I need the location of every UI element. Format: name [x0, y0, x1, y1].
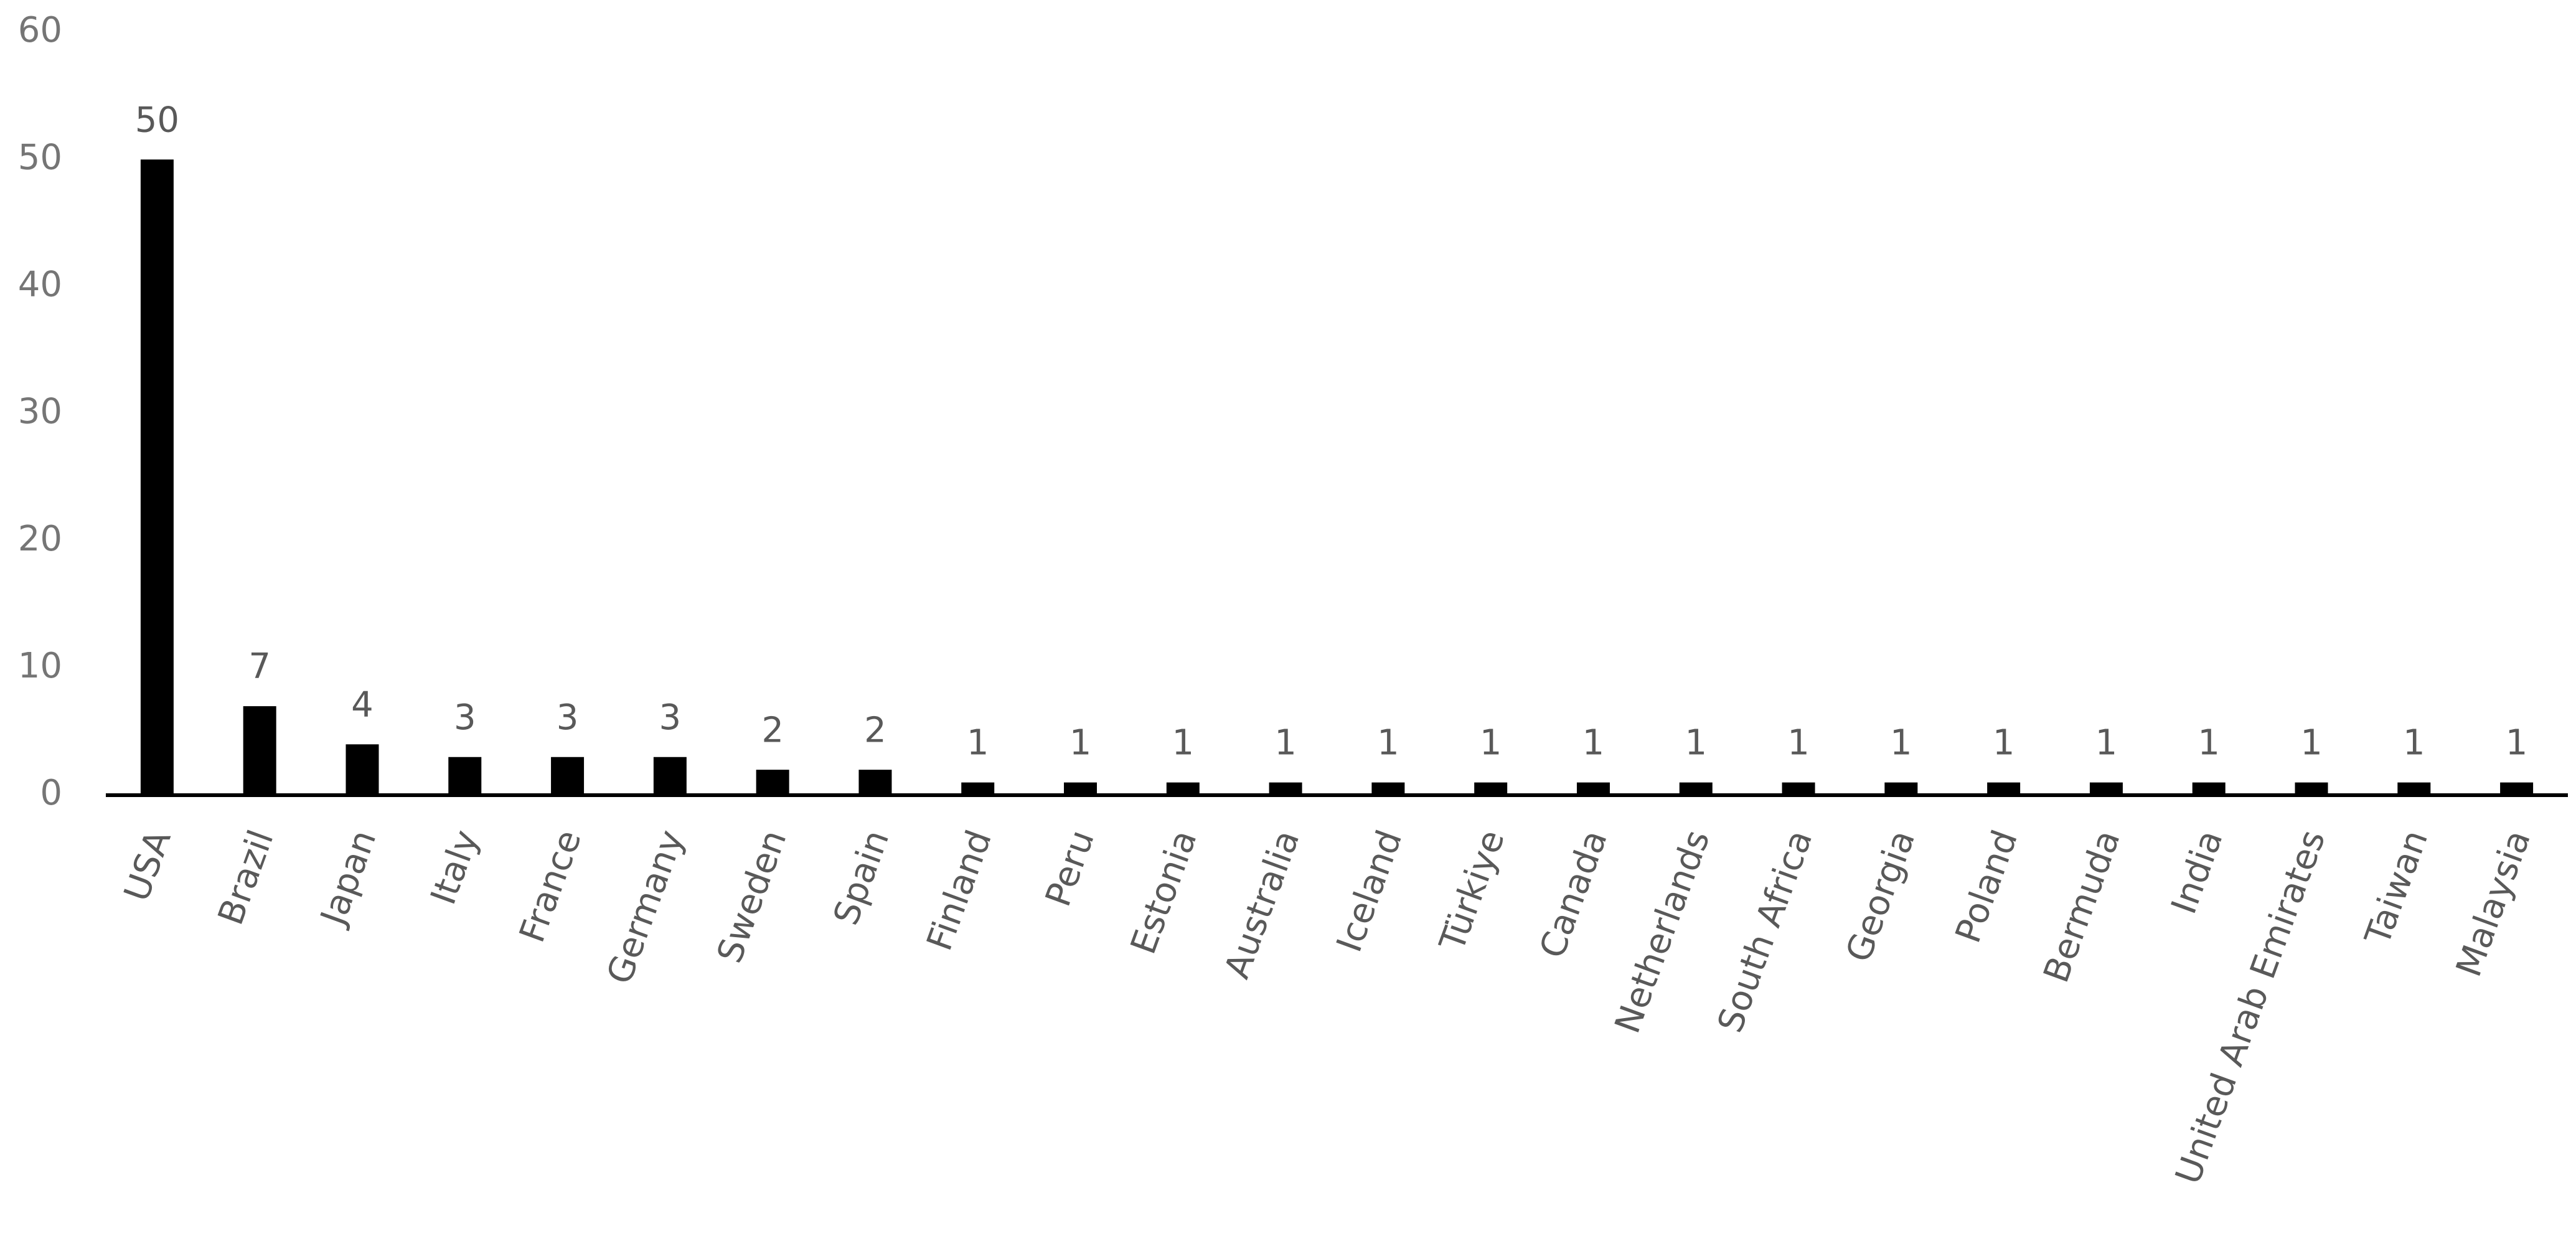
x-tick-label: Italy [423, 825, 487, 910]
bar [2089, 782, 2123, 795]
x-tick-label: Australia [1217, 825, 1308, 984]
value-label: 1 [1172, 723, 1194, 763]
x-tick-label: Japan [313, 825, 385, 932]
value-label: 1 [2506, 723, 2528, 763]
bar [1474, 782, 1508, 795]
bar [756, 770, 789, 795]
value-label: 1 [1582, 723, 1605, 763]
value-label: 2 [864, 710, 886, 750]
value-label: 1 [1377, 723, 1399, 763]
value-label: 1 [1480, 723, 1502, 763]
x-tick-label: Malaysia [2448, 825, 2539, 982]
value-label: 1 [1069, 723, 1092, 763]
y-tick-label: 40 [18, 264, 62, 304]
bar [551, 757, 585, 795]
value-label: 3 [557, 697, 579, 738]
bar [653, 757, 687, 795]
value-label: 1 [1685, 723, 1707, 763]
bar [1884, 782, 1918, 795]
bar [2295, 782, 2328, 795]
value-label: 4 [351, 684, 374, 725]
x-tick-label: Canada [1532, 825, 1615, 963]
x-tick-label: France [512, 825, 590, 948]
value-label: 1 [1274, 723, 1297, 763]
x-tick-label: South Africa [1710, 825, 1820, 1038]
value-label: 50 [135, 100, 179, 140]
bar [1987, 782, 2021, 795]
x-tick-label: Netherlands [1607, 825, 1718, 1039]
y-tick-label: 10 [18, 646, 62, 686]
x-tick-label: Estonia [1123, 825, 1205, 960]
value-label: 1 [1993, 723, 2015, 763]
bar [1269, 782, 1302, 795]
value-label: 3 [454, 697, 476, 738]
x-tick-label: Türkiye [1432, 825, 1513, 957]
bar [2500, 782, 2534, 795]
bar [2397, 782, 2431, 795]
bar [1782, 782, 1815, 795]
x-tick-label: Peru [1038, 825, 1102, 912]
bar [1371, 782, 1405, 795]
bar [140, 159, 174, 796]
x-tick-label: India [2164, 825, 2231, 919]
x-tick-label: Taiwan [2357, 825, 2437, 951]
value-label: 3 [659, 697, 682, 738]
y-tick-label: 0 [40, 773, 62, 813]
bar [961, 782, 995, 795]
y-tick-label: 30 [18, 392, 62, 432]
value-label: 1 [967, 723, 989, 763]
value-label: 1 [2095, 723, 2118, 763]
x-tick-label: Spain [826, 825, 898, 930]
bar [1064, 782, 1098, 795]
value-label: 2 [761, 710, 784, 750]
x-tick-label: Iceland [1329, 825, 1410, 958]
x-tick-label: Poland [1948, 825, 2026, 948]
bar [2192, 782, 2226, 795]
bar [448, 757, 482, 795]
x-tick-label: Bermuda [2036, 825, 2128, 988]
x-tick-label: Finland [919, 825, 1000, 956]
x-tick-label: Brazil [210, 825, 282, 930]
bar [346, 744, 379, 795]
value-label: 1 [2403, 723, 2425, 763]
value-label: 1 [1787, 723, 1810, 763]
value-label: 7 [248, 646, 271, 687]
value-label: 1 [2300, 723, 2323, 763]
bar [1166, 782, 1200, 795]
bar [1576, 782, 1610, 795]
x-tick-label: Sweden [710, 825, 795, 968]
bar [858, 770, 892, 795]
x-tick-label: USA [116, 825, 179, 907]
bar [1679, 782, 1713, 795]
x-tick-label: Georgia [1838, 825, 1923, 968]
y-tick-label: 20 [18, 519, 62, 559]
y-tick-label: 50 [18, 137, 62, 177]
bar [243, 706, 276, 795]
x-tick-label: Germany [599, 825, 692, 989]
y-tick-label: 60 [18, 10, 62, 50]
value-label: 1 [1890, 723, 1912, 763]
value-label: 1 [2198, 723, 2220, 763]
